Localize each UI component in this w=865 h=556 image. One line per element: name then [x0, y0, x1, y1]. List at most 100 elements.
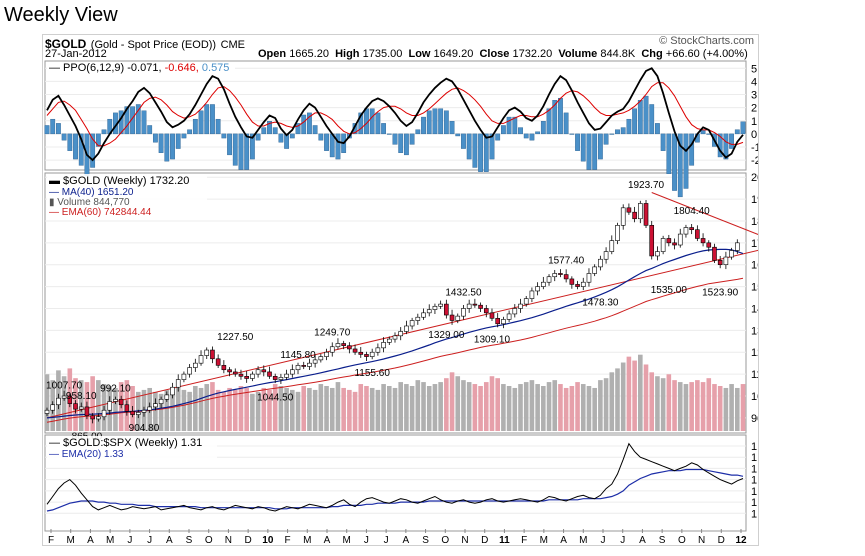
ppo-histogram-bar: [392, 133, 398, 145]
open-label: Open: [258, 48, 287, 60]
ppo-histogram-bar: [238, 133, 244, 170]
panel-border-0: [44, 60, 747, 171]
candle-body: [147, 406, 152, 411]
candle-body: [358, 351, 364, 355]
volume-bar: [164, 389, 170, 431]
volume-bar: [90, 376, 95, 431]
volume-bar: [312, 389, 318, 431]
ppo-histogram-bar: [272, 127, 278, 135]
candle-body: [734, 242, 740, 251]
ppo-histogram-bar: [44, 125, 50, 135]
x-axis-label: O: [678, 535, 686, 545]
ppo-histogram-bar: [443, 110, 449, 135]
ppo-histogram-bar: [672, 133, 677, 191]
x-axis-label: J: [364, 535, 369, 545]
ppo-histogram-bar: [278, 133, 284, 143]
volume-bar: [683, 384, 689, 431]
candle-body: [232, 371, 238, 375]
price-legend-bg: [47, 174, 207, 218]
price-annotation: 1478.30: [582, 297, 619, 308]
price-tick-label: 1300: [751, 325, 758, 337]
ppo-histogram-bar: [261, 127, 267, 135]
volume-bar: [113, 387, 118, 431]
ppo-histogram-bar: [95, 133, 101, 147]
volume-bar: [461, 380, 466, 431]
x-axis-label: M: [579, 535, 587, 545]
x-axis-label: A: [166, 535, 173, 545]
ppo-histogram-bar: [500, 125, 506, 135]
price-legend-main: ▬ $GOLD (Weekly) 1732.20: [49, 175, 189, 187]
ppo-histogram-bar: [90, 133, 96, 168]
x-axis-label: S: [186, 535, 193, 545]
x-axis-label: O: [441, 535, 449, 545]
x-axis-label: J: [601, 535, 606, 545]
ppo-histogram-bar: [335, 133, 341, 160]
volume-bar: [575, 382, 580, 431]
ppo-legend-bg: [47, 62, 235, 73]
volume-bar: [535, 384, 540, 431]
ppo-histogram-bar: [295, 123, 301, 135]
candle-body: [546, 276, 552, 283]
candle-body: [164, 394, 170, 400]
header-description: (Gold - Spot Price (EOD)): [90, 39, 217, 51]
volume-bar: [643, 364, 649, 431]
header-symbol: $GOLD: [45, 37, 87, 51]
ppo-legend-label: — PPO(6,12,9): [49, 62, 127, 74]
candle-body: [700, 238, 706, 244]
volume-bar: [227, 387, 232, 431]
volume-bar: [153, 391, 158, 431]
price-annotation: 1432.50: [445, 287, 482, 298]
candle-body: [290, 369, 295, 375]
ppo-histogram-bar: [249, 133, 255, 160]
candle-body: [643, 203, 649, 226]
ppo-legend-value: -0.071,: [127, 62, 164, 74]
candle-body: [432, 305, 438, 310]
candle-body: [61, 395, 67, 399]
ppo-histogram-bar: [307, 112, 312, 135]
candle-body: [518, 303, 523, 309]
price-annotation: 1249.70: [314, 327, 351, 338]
x-axis-label: 12: [735, 535, 747, 545]
ppo-histogram-bar: [375, 112, 381, 135]
ratio-line: [46, 442, 744, 512]
candle-body: [244, 375, 249, 379]
candle-body: [255, 369, 261, 375]
ppo-histogram-bar: [597, 133, 603, 160]
price-annotation: 958.10: [66, 391, 97, 402]
chart-frame: — PPO(6,12,9) -0.071, -0.646, 0.575 1007…: [42, 34, 759, 546]
volume-bar: [603, 378, 609, 431]
ppo-histogram-bar: [689, 133, 695, 166]
candle-body: [569, 278, 575, 285]
price-annotation: 1923.70: [628, 180, 665, 191]
candle-body: [187, 367, 192, 375]
price-legend-ma: — MA(40) 1651.20: [49, 187, 134, 198]
candle-body: [455, 315, 461, 321]
x-axis-label: D: [718, 535, 725, 545]
ppo-histogram-bar: [461, 133, 466, 149]
candle-body: [409, 320, 415, 327]
ppo-histogram-bar: [267, 121, 272, 135]
low-label: Low: [408, 48, 431, 60]
ppo-histogram-bar: [558, 97, 563, 135]
candle-body: [586, 273, 592, 283]
volume-bar: [592, 387, 597, 431]
ppo-histogram-bar: [580, 133, 586, 162]
candle-body: [712, 246, 717, 261]
volume-bar: [284, 387, 289, 431]
price-tick-label: 1800: [751, 216, 758, 228]
candle-body: [649, 225, 655, 257]
candle-body: [210, 349, 215, 360]
volume-bar: [318, 384, 324, 431]
candle-body: [677, 233, 683, 246]
x-axis-label: O: [205, 535, 213, 545]
x-axis-label: D: [245, 535, 252, 545]
watermark: © StockCharts.com: [659, 35, 754, 47]
volume-bar: [501, 384, 506, 431]
x-axis-label: 11: [499, 535, 510, 545]
ratio-panel: — $GOLD:$SPX (Weekly) 1.31— EMA(20) 1.33: [46, 436, 744, 512]
candle-body: [609, 240, 615, 252]
volume-bar: [375, 389, 381, 431]
candle-body: [101, 409, 107, 418]
ppo-histogram-bar: [318, 133, 324, 141]
volume-bar: [689, 382, 694, 431]
